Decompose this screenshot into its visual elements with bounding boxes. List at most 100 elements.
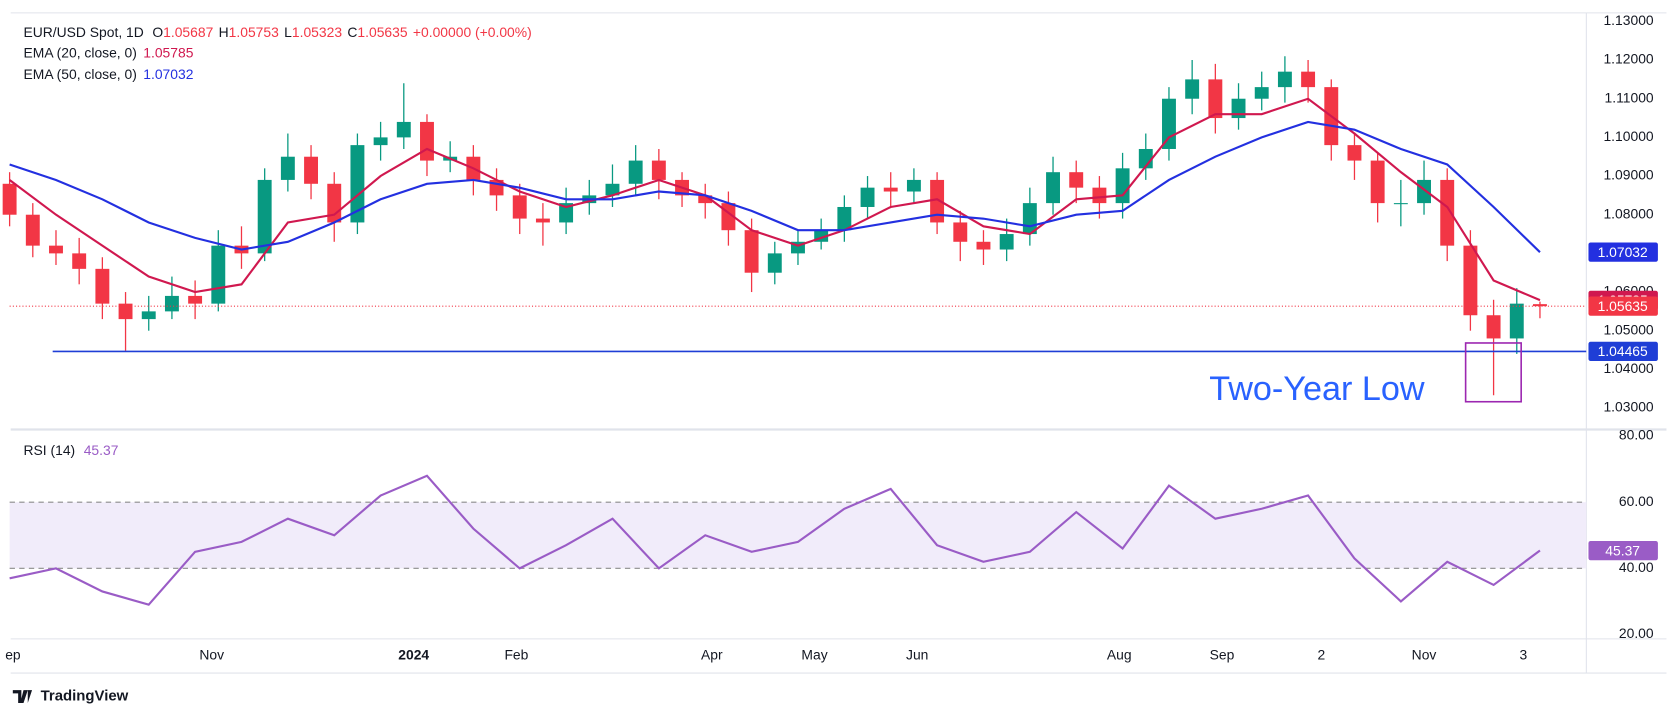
rsi-value-tag: 45.37 bbox=[1605, 542, 1640, 558]
y-tick-label: 1.04000 bbox=[1603, 360, 1653, 376]
candle-body bbox=[1440, 179, 1455, 246]
candle-body bbox=[1509, 303, 1524, 339]
x-tick-label: Feb bbox=[504, 647, 528, 663]
candle-body bbox=[1486, 315, 1501, 339]
candle-body bbox=[373, 137, 388, 146]
candle-body bbox=[1393, 203, 1408, 205]
x-tick-label: Nov bbox=[199, 647, 224, 663]
ema-line bbox=[8, 97, 1541, 302]
brand-logo: TradingView bbox=[12, 688, 129, 705]
candle-body bbox=[2, 183, 17, 215]
y-tick-label: 1.11000 bbox=[1605, 89, 1654, 105]
candle-body bbox=[1370, 160, 1385, 204]
legend-name: EMA (20, close, 0) bbox=[24, 44, 137, 60]
legend-name: EMA (50, close, 0) bbox=[24, 66, 137, 82]
legend-value: 1.05785 bbox=[143, 44, 193, 60]
candle-body bbox=[1115, 168, 1130, 204]
rsi-pane bbox=[9, 474, 1587, 606]
x-tick-label: Sep bbox=[1210, 647, 1235, 663]
candle-body bbox=[1347, 145, 1362, 161]
x-tick-label: 2024 bbox=[398, 647, 429, 663]
candle-body bbox=[651, 160, 666, 180]
price-pane bbox=[2, 56, 1587, 396]
candle-body bbox=[1277, 71, 1292, 88]
candle-body bbox=[420, 121, 434, 161]
x-tick-label: May bbox=[801, 647, 827, 663]
axes: 1.030001.040001.050001.060001.070001.080… bbox=[5, 12, 1658, 663]
candle-body bbox=[72, 253, 87, 269]
legend-value: 1.07032 bbox=[143, 66, 193, 82]
ohlc-value: 1.05753 bbox=[229, 24, 279, 40]
legend-name: RSI (14) bbox=[24, 442, 76, 458]
candle-body bbox=[141, 311, 156, 320]
candle-body bbox=[791, 241, 805, 254]
x-tick-label: Nov bbox=[1412, 647, 1437, 663]
candle-body bbox=[95, 268, 110, 304]
low-highlight-box bbox=[1464, 342, 1522, 403]
candle-body bbox=[559, 203, 574, 223]
candle-body bbox=[744, 230, 759, 273]
brand-name: TradingView bbox=[41, 688, 129, 705]
candle-body bbox=[883, 187, 898, 192]
y-tick-label: 1.12000 bbox=[1603, 51, 1653, 67]
ohlc-label: L bbox=[284, 24, 292, 40]
rsi-band bbox=[9, 502, 1587, 569]
ohlc-value: 1.05635 bbox=[357, 24, 407, 40]
candle-body bbox=[1417, 179, 1431, 204]
candle-body bbox=[976, 241, 991, 250]
candle-body bbox=[535, 218, 550, 223]
candle-body bbox=[1069, 172, 1084, 188]
candle-body bbox=[1185, 79, 1200, 99]
candle-body bbox=[211, 245, 226, 304]
x-tick-label: 3 bbox=[1520, 647, 1528, 663]
candle-body bbox=[327, 183, 342, 223]
y-tick-label: 1.05000 bbox=[1603, 321, 1653, 337]
ohlc-value: 1.05687 bbox=[163, 24, 213, 40]
candle-body bbox=[280, 156, 295, 180]
y-tick-label: 20.00 bbox=[1619, 625, 1654, 641]
candle-body bbox=[953, 222, 968, 242]
brand-icon bbox=[12, 690, 33, 703]
candle-body bbox=[396, 121, 411, 138]
support-tag-box bbox=[1588, 341, 1658, 362]
y-tick-label: 1.10000 bbox=[1603, 128, 1653, 144]
legend-entry: EMA (50, close, 0) 1.07032 bbox=[24, 66, 194, 82]
ohlc-label: H bbox=[219, 24, 229, 40]
y-tick-label: 80.00 bbox=[1619, 427, 1654, 443]
change: +0.00000 (+0.00%) bbox=[413, 24, 532, 40]
candle-body bbox=[1162, 98, 1176, 149]
x-tick-label: Apr bbox=[701, 647, 723, 663]
candle-body bbox=[999, 234, 1014, 250]
x-tick-label: Jun bbox=[906, 647, 928, 663]
x-tick-label: ep bbox=[5, 647, 21, 663]
candle-body bbox=[512, 195, 527, 219]
candle-body bbox=[837, 206, 852, 231]
candle-body bbox=[118, 303, 133, 320]
candle-body bbox=[350, 145, 365, 223]
legend-entry: EMA (20, close, 0) 1.05785 bbox=[24, 44, 194, 60]
candle-body bbox=[767, 253, 782, 273]
y-tick-label: 1.03000 bbox=[1603, 399, 1653, 415]
ema-value-tag-box bbox=[1588, 242, 1658, 262]
candle-body bbox=[860, 187, 875, 207]
ohlc-label: C bbox=[347, 24, 357, 40]
candle-body bbox=[930, 179, 945, 223]
ema-value-tag: 1.07032 bbox=[1598, 244, 1648, 260]
y-tick-label: 60.00 bbox=[1619, 493, 1654, 509]
candle-body bbox=[164, 295, 179, 312]
candle-body bbox=[1092, 187, 1107, 204]
support-tag: 1.04465 bbox=[1598, 343, 1648, 359]
ema-line bbox=[9, 120, 1541, 253]
candle-body bbox=[188, 295, 203, 304]
candle-body bbox=[1463, 245, 1478, 316]
candle-body bbox=[605, 183, 620, 196]
legend-value: 45.37 bbox=[84, 442, 119, 458]
ohlc-label: O bbox=[152, 24, 163, 40]
last-price-tag-box bbox=[1588, 296, 1658, 316]
legend-entry: RSI (14) 45.37 bbox=[24, 442, 119, 458]
x-tick-label: 2 bbox=[1317, 647, 1325, 663]
rsi-line bbox=[9, 474, 1541, 606]
